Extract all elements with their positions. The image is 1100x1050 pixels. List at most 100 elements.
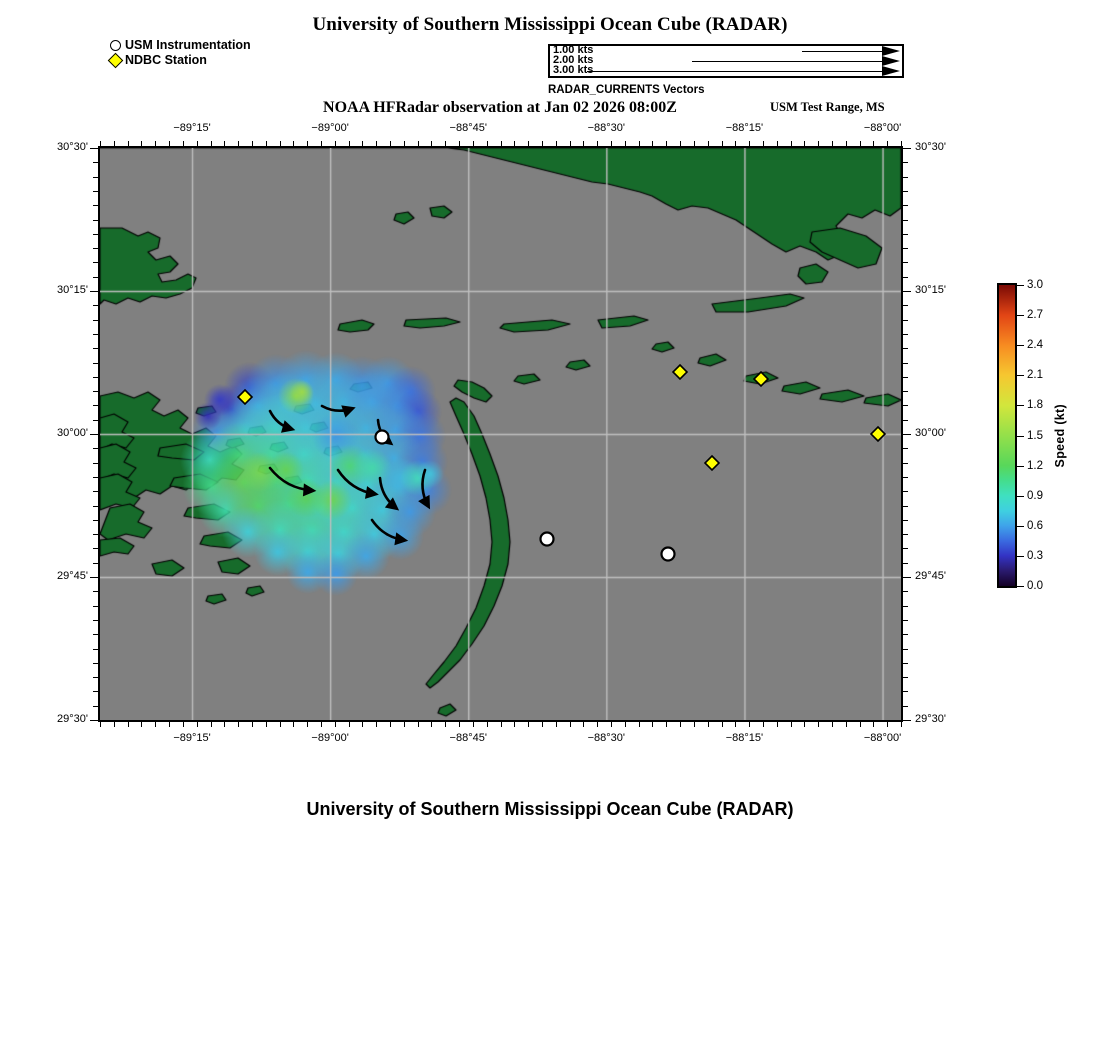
- colorbar-tick-label: 1.2: [1027, 459, 1043, 472]
- colorbar-tick: [1017, 375, 1024, 377]
- map-tick-right: [903, 491, 908, 493]
- map-tick-bottom: [141, 722, 143, 727]
- lon-tick-label-top: −89°15': [173, 122, 211, 134]
- usm-instrumentation-marker[interactable]: [539, 531, 555, 547]
- map-tick-right: [903, 619, 908, 621]
- colorbar-tick-label: 0.3: [1027, 549, 1043, 562]
- map-tick-bottom: [459, 722, 461, 727]
- map-tick-right: [903, 276, 908, 278]
- vector-scale-legend: 1.00 kts 2.00 kts 3.00 kts: [548, 44, 904, 78]
- map-tick-right: [903, 591, 908, 593]
- current-vector-arrowhead: [394, 532, 409, 546]
- map-tick-bottom: [569, 722, 571, 727]
- map-tick-left: [90, 148, 98, 149]
- lat-tick-label-left: 30°15': [57, 284, 88, 296]
- map-tick-bottom: [514, 722, 516, 727]
- current-vector-arrowhead: [280, 420, 296, 433]
- map-tick-right: [903, 648, 908, 650]
- colorbar-tick-label: 1.8: [1027, 399, 1043, 412]
- map-tick-right: [903, 476, 908, 478]
- map-tick-bottom: [486, 722, 488, 727]
- map-tick-bottom: [196, 722, 198, 727]
- vector-legend-caption: RADAR_CURRENTS Vectors: [548, 84, 705, 96]
- lon-tick-label-top: −88°30': [587, 122, 626, 134]
- map-tick-bottom: [873, 722, 875, 727]
- lon-tick-label-top: −88°45': [449, 122, 487, 134]
- colorbar-tick: [1017, 435, 1024, 437]
- map-tick-bottom: [169, 722, 171, 727]
- map-tick-bottom: [500, 722, 502, 727]
- vector-legend-row: 1.00 kts: [550, 44, 902, 56]
- colorbar-title-wrap: Speed (kt): [1053, 283, 1067, 588]
- map-tick-bottom: [113, 722, 115, 727]
- usm-instrumentation-marker[interactable]: [374, 429, 390, 445]
- lon-tick-label-top: −88°15': [725, 122, 764, 134]
- map-tick-bottom: [638, 722, 640, 727]
- map-tick-bottom: [265, 722, 267, 727]
- map-overlay: [236, 363, 887, 562]
- lat-tick-label-left: 30°30': [57, 141, 88, 153]
- vector-legend-label: 1.00 kts: [553, 44, 594, 56]
- lon-tick-label-bottom: −88°15': [725, 732, 764, 744]
- page-title: University of Southern Mississippi Ocean…: [312, 14, 788, 35]
- map-tick-left: [90, 720, 98, 721]
- ndbc-station-marker[interactable]: [236, 388, 254, 406]
- map-tick-bottom: [417, 722, 419, 727]
- map-tick-bottom: [555, 722, 557, 727]
- map-tick-bottom: [182, 722, 184, 727]
- ndbc-station-marker[interactable]: [752, 370, 770, 388]
- map-tick-right: [903, 577, 911, 578]
- map-tick-right: [903, 519, 908, 521]
- diamond-icon: [107, 52, 124, 69]
- map-tick-bottom: [362, 722, 364, 727]
- legend-item-ndbc: NDBC Station: [107, 52, 251, 69]
- legend-item-usm: USM Instrumentation: [110, 38, 251, 53]
- legend-label-ndbc: NDBC Station: [125, 53, 207, 68]
- lat-tick-label-right: 30°15': [915, 284, 946, 296]
- station-legend: USM Instrumentation NDBC Station: [107, 38, 251, 69]
- usm-instrumentation-marker[interactable]: [660, 546, 676, 562]
- map-tick-right: [903, 720, 911, 721]
- map-tick-right: [903, 634, 908, 636]
- map-tick-bottom: [321, 722, 322, 727]
- map-tick-bottom: [845, 722, 847, 727]
- map-tick-right: [903, 462, 908, 464]
- lat-tick-label-right: 29°30': [915, 713, 946, 725]
- map-tick-left: [90, 577, 98, 578]
- map-tick-bottom: [652, 722, 654, 727]
- lat-tick-label-right: 30°00': [915, 427, 946, 439]
- colorbar-tick-label: 0.9: [1027, 489, 1043, 502]
- map-tick-right: [903, 219, 908, 221]
- map-raster: [100, 148, 901, 720]
- map-tick-right: [903, 434, 911, 435]
- map-tick-right: [903, 362, 908, 364]
- colorbar-tick: [1017, 285, 1024, 286]
- map-tick-right: [903, 705, 908, 707]
- lat-tick-label-left: 30°00': [57, 427, 88, 439]
- ndbc-station-marker[interactable]: [671, 363, 689, 381]
- map-tick-bottom: [721, 722, 723, 727]
- map-tick-bottom: [390, 722, 391, 727]
- map-tick-right: [903, 205, 908, 207]
- ndbc-station-marker[interactable]: [869, 425, 887, 443]
- map-tick-bottom: [776, 722, 778, 727]
- colorbar-tick-label: 3.0: [1027, 279, 1043, 291]
- map-tick-bottom: [472, 722, 474, 727]
- map-tick-right: [903, 448, 908, 450]
- colorbar-tick: [1017, 525, 1024, 527]
- current-vector-arrowhead: [364, 486, 379, 499]
- legend-label-usm: USM Instrumentation: [125, 38, 251, 53]
- lon-tick-label-bottom: −88°00': [863, 732, 902, 744]
- lon-tick-label-top: −88°00': [863, 122, 902, 134]
- map-tick-bottom: [611, 722, 612, 727]
- map-tick-bottom: [693, 722, 695, 727]
- ndbc-station-marker[interactable]: [703, 454, 721, 472]
- map-tick-right: [903, 248, 908, 250]
- colorbar-tick: [1017, 495, 1024, 497]
- map-tick-right: [903, 419, 908, 421]
- map-plot-area[interactable]: [98, 146, 903, 722]
- map-tick-bottom: [528, 722, 530, 727]
- map-tick-bottom: [279, 722, 281, 727]
- map-tick-bottom: [403, 722, 405, 727]
- map-tick-bottom: [804, 722, 806, 727]
